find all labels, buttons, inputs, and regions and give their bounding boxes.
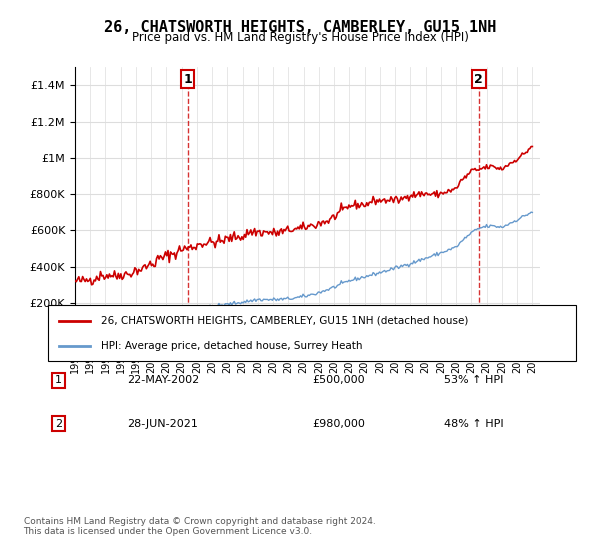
Text: 53% ↑ HPI: 53% ↑ HPI (444, 375, 503, 385)
Text: Price paid vs. HM Land Registry's House Price Index (HPI): Price paid vs. HM Land Registry's House … (131, 31, 469, 44)
FancyBboxPatch shape (48, 305, 576, 361)
Text: Contains HM Land Registry data © Crown copyright and database right 2024.
This d: Contains HM Land Registry data © Crown c… (23, 517, 375, 536)
Text: £500,000: £500,000 (312, 375, 365, 385)
Text: 22-MAY-2002: 22-MAY-2002 (127, 375, 199, 385)
Text: 2: 2 (475, 73, 483, 86)
Text: 26, CHATSWORTH HEIGHTS, CAMBERLEY, GU15 1NH: 26, CHATSWORTH HEIGHTS, CAMBERLEY, GU15 … (104, 20, 496, 35)
Text: 26, CHATSWORTH HEIGHTS, CAMBERLEY, GU15 1NH (detached house): 26, CHATSWORTH HEIGHTS, CAMBERLEY, GU15 … (101, 316, 468, 326)
Text: HPI: Average price, detached house, Surrey Heath: HPI: Average price, detached house, Surr… (101, 340, 362, 351)
Text: £980,000: £980,000 (312, 419, 365, 429)
Text: 2: 2 (55, 419, 62, 429)
Text: 1: 1 (183, 73, 192, 86)
Text: 48% ↑ HPI: 48% ↑ HPI (444, 419, 503, 429)
Text: 28-JUN-2021: 28-JUN-2021 (127, 419, 198, 429)
Text: 1: 1 (55, 375, 62, 385)
